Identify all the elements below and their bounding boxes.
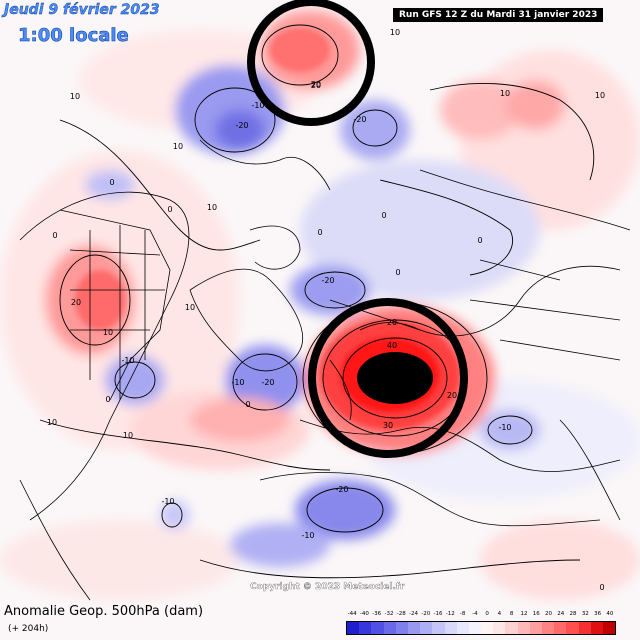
legend-swatch	[602, 622, 616, 634]
legend-tick-label: -12	[445, 611, 455, 617]
coastline-layer	[19, 139, 631, 601]
contour-label: -20	[335, 485, 348, 494]
legend-tick-label: 40	[606, 611, 614, 617]
anomaly-fill-layer	[0, 10, 640, 600]
legend-swatch	[554, 622, 567, 634]
map-title: Anomalie Geop. 500hPa (dam)	[4, 604, 204, 619]
legend-tick-label: -44	[347, 611, 357, 617]
contour-label: -10	[301, 531, 314, 540]
legend-tick-label: 28	[569, 611, 577, 617]
contour-label: -10	[161, 497, 174, 506]
legend-tick-label: 12	[520, 611, 528, 617]
contour-label: 40	[387, 341, 397, 350]
contour-label: 20	[387, 318, 397, 327]
contour-label: 0	[317, 228, 322, 237]
legend-swatch	[407, 622, 421, 634]
legend-tick-label: -36	[372, 611, 382, 617]
legend-swatch	[383, 622, 396, 634]
legend-tick-label: -40	[359, 611, 369, 617]
contour-label: 0	[599, 583, 604, 592]
lead-time: (+ 204h)	[8, 624, 49, 634]
contour-label: 10	[390, 28, 400, 37]
contour-label: 0	[245, 400, 250, 409]
legend-swatch	[444, 622, 457, 634]
contour-label: 10	[207, 203, 217, 212]
legend-tick-label: 20	[545, 611, 552, 617]
legend-swatch	[578, 622, 591, 634]
contour-label: 10	[595, 91, 605, 100]
legend-tick-label: -8	[459, 611, 466, 617]
legend-swatch	[371, 622, 384, 634]
contour-label: -20	[321, 276, 334, 285]
contour-label: 10	[47, 418, 57, 427]
legend-swatch	[359, 622, 372, 634]
contour-label: 10	[185, 303, 195, 312]
legend-swatch	[566, 622, 579, 634]
legend-swatch	[517, 622, 530, 634]
contour-label: -10	[231, 378, 244, 387]
contour-label: 10	[173, 142, 183, 151]
contour-label: -10	[121, 356, 134, 365]
contour-label: 20	[447, 391, 457, 400]
anomaly-circle-north-value: 20	[311, 81, 321, 90]
anomaly-circle-scandinavia	[308, 298, 468, 458]
legend-swatch	[395, 622, 408, 634]
legend-swatch	[432, 622, 445, 634]
legend-swatch	[493, 622, 506, 634]
legend-swatch	[456, 622, 469, 634]
contour-label: 10	[70, 92, 80, 101]
extreme-anomaly-core	[357, 352, 433, 404]
contour-label: 20	[71, 298, 81, 307]
contour-label: -20	[235, 121, 248, 130]
copyright-notice: Copyright © 2023 Meteociel.fr	[250, 582, 405, 592]
contour-label: -10	[498, 423, 511, 432]
legend-swatch	[420, 622, 433, 634]
legend-tick-label: 0	[485, 611, 489, 617]
contour-label: 10	[103, 328, 113, 337]
legend-tick-label: 4	[497, 611, 502, 617]
contour-layer	[39, 24, 595, 579]
legend-swatch	[481, 622, 494, 634]
legend-swatch	[505, 622, 518, 634]
contour-label: 0	[167, 205, 172, 214]
forecast-date: Jeudi 9 février 2023	[4, 2, 160, 18]
legend-tick-label: 16	[532, 611, 540, 617]
legend-swatch	[347, 622, 360, 634]
legend-swatch	[468, 622, 482, 634]
legend-color-bar	[346, 621, 616, 635]
contour-labels: 10 -10 -20 20 -20 10 10 10 0 0 10 0 0 0 …	[47, 28, 605, 592]
color-legend: -44 -40 -36 -32 -28 -24 -20 -16 -12 -8 -4 0 4 8 12 16 20…	[346, 611, 616, 637]
contour-label: -20	[353, 115, 366, 124]
contour-label: 10	[123, 431, 133, 440]
legend-tick-label: -32	[384, 611, 394, 617]
model-run-banner: Run GFS 12 Z du Mardi 31 janvier 2023	[393, 8, 604, 22]
legend-tick-label: 32	[581, 611, 589, 617]
legend-tick-label: -20	[421, 611, 431, 617]
contour-label: 0	[52, 231, 57, 240]
legend-tick-label: 8	[509, 611, 514, 617]
contour-label: -20	[261, 378, 274, 387]
contour-label: 0	[105, 395, 110, 404]
forecast-time: 1:00 locale	[18, 25, 129, 47]
legend-tick-label: -28	[396, 611, 406, 617]
legend-swatch	[529, 622, 542, 634]
legend-tick-label: 36	[594, 611, 602, 617]
anomaly-circle-north	[247, 0, 375, 126]
legend-swatch	[590, 622, 603, 634]
legend-tick-label: -16	[433, 611, 443, 617]
legend-tick-label: -4	[472, 611, 478, 617]
contour-label: 20	[311, 80, 321, 89]
contour-label: 30	[383, 421, 393, 430]
legend-tick-label: 24	[557, 611, 565, 617]
contour-label: -10	[251, 101, 264, 110]
contour-label: 0	[477, 236, 482, 245]
contour-label: 0	[381, 211, 386, 220]
contour-label: 0	[109, 178, 114, 187]
contour-label: 0	[395, 268, 400, 277]
contour-label: 10	[500, 89, 510, 98]
legend-tick-label: -24	[409, 611, 418, 617]
legend-swatch	[542, 622, 555, 634]
